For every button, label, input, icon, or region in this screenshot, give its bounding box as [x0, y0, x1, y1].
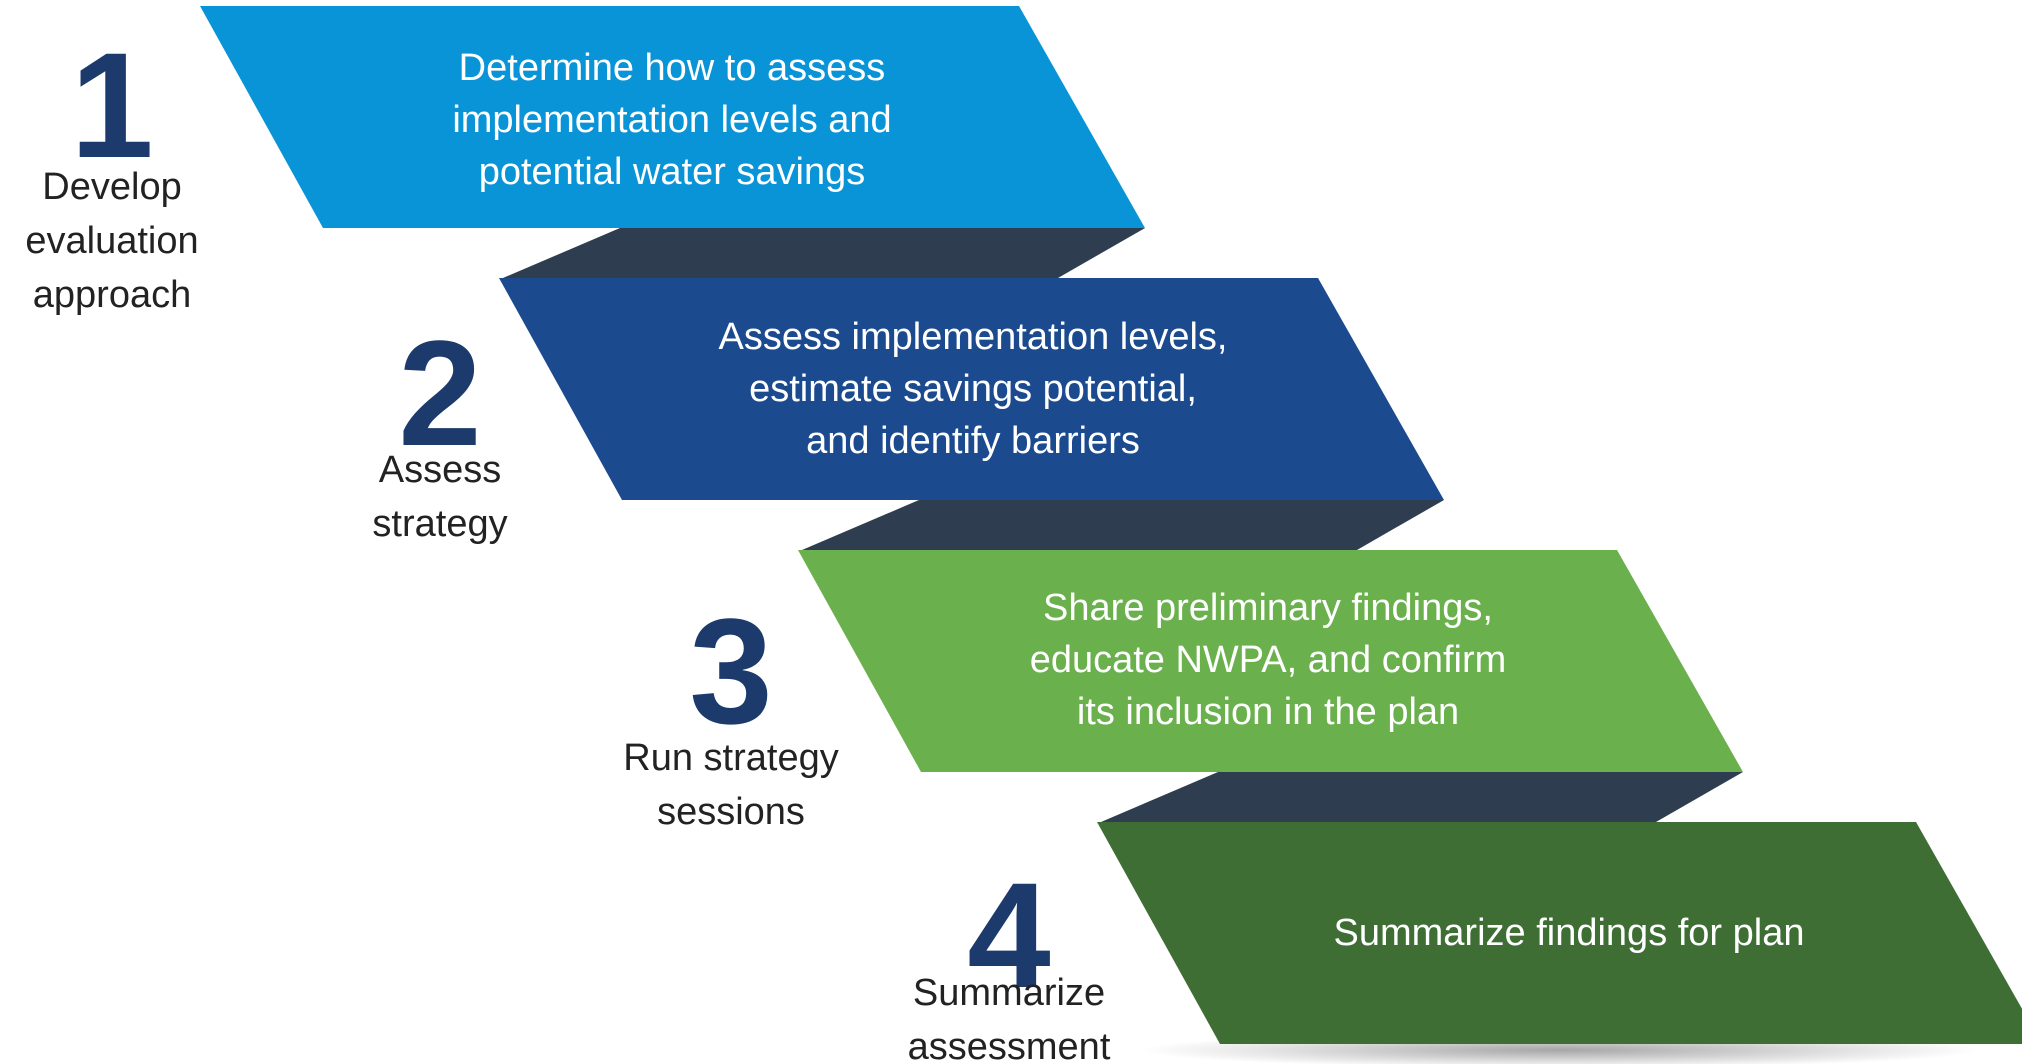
connector	[503, 228, 1145, 278]
step-text: estimate savings potential,	[749, 368, 1197, 410]
step-box	[798, 550, 1743, 772]
step-label: assessment	[907, 1026, 1111, 1064]
step-text: potential water savings	[478, 151, 866, 193]
step-label: evaluation	[25, 220, 199, 262]
step-text: implementation levels and	[452, 99, 892, 141]
step-label: Assess	[378, 449, 502, 491]
step-number: 4	[967, 851, 1051, 1019]
step-text: Determine how to assess	[458, 47, 886, 89]
connector	[802, 500, 1444, 550]
step-box	[1097, 822, 2022, 1044]
step-label: Develop	[42, 166, 182, 208]
step-text: Assess implementation levels,	[718, 316, 1228, 358]
step-text: its inclusion in the plan	[1076, 691, 1460, 733]
step-number: 1	[70, 21, 154, 189]
step-number: 2	[398, 309, 482, 477]
step-box	[499, 278, 1444, 500]
step-number: 3	[689, 587, 773, 755]
step-label: sessions	[657, 791, 805, 833]
step-text: and identify barriers	[806, 420, 1140, 462]
step-box	[200, 6, 1145, 228]
step-text: Summarize findings for plan	[1333, 912, 1805, 954]
step-text: Share preliminary findings,	[1043, 587, 1493, 629]
step-label: strategy	[372, 503, 508, 545]
step-label: Summarize	[912, 972, 1106, 1014]
step-text: educate NWPA, and confirm	[1029, 639, 1507, 681]
connector	[1101, 772, 1743, 822]
step-label: Run strategy	[623, 737, 839, 779]
step-label: approach	[32, 274, 192, 316]
